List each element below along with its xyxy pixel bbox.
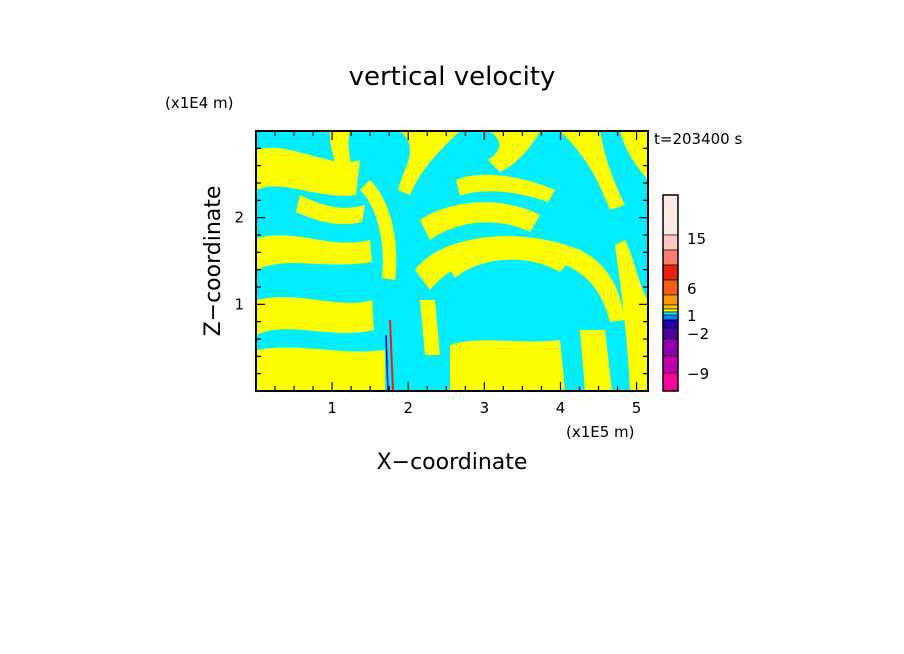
time-label: t=203400 s: [654, 130, 742, 148]
colorbar: [662, 194, 679, 392]
y-scale-label: (x1E4 m): [165, 94, 234, 112]
colorbar-label: 6: [687, 280, 697, 298]
plot-frame: [255, 130, 649, 392]
colorbar-swatch: [662, 355, 679, 374]
velocity-field: [256, 131, 648, 391]
colorbar-label: 15: [687, 230, 706, 248]
positive-velocity-regions: [256, 131, 648, 391]
colorbar-swatch: [662, 264, 679, 281]
x-tick-label: 3: [480, 399, 490, 417]
colorbar-swatch: [662, 234, 679, 251]
colorbar-label: −2: [687, 325, 709, 343]
x-tick-label: 2: [403, 399, 413, 417]
colorbar-swatch: [662, 294, 679, 306]
colorbar-label: −9: [687, 365, 709, 383]
colorbar-label: 1: [687, 307, 697, 325]
shear-spike: [385, 319, 394, 391]
x-scale-label: (x1E5 m): [566, 423, 635, 441]
x-tick-label: 4: [556, 399, 566, 417]
x-tick-label: 5: [632, 399, 642, 417]
x-axis-label: X−coordinate: [377, 450, 528, 475]
y-tick-label: 1: [234, 295, 244, 313]
colorbar-swatch: [662, 279, 679, 296]
colorbar-swatch: [662, 304, 679, 310]
colorbar-swatch: [662, 338, 679, 357]
colorbar-swatch: [662, 319, 679, 329]
colorbar-swatch: [662, 327, 679, 340]
colorbar-swatch: [662, 372, 679, 392]
colorbar-frame: [662, 194, 679, 392]
colorbar-swatch: [662, 311, 679, 316]
colorbar-labels: 15 6 1−2 −9: [687, 230, 709, 383]
y-tick-label: 2: [234, 209, 244, 227]
y-axis-ticks: 12: [234, 147, 648, 375]
colorbar-swatch: [662, 194, 679, 236]
colorbar-swatch: [662, 249, 679, 266]
y-axis-label: Z−coordinate: [201, 186, 226, 337]
x-tick-label: 1: [327, 399, 337, 417]
x-axis-ticks: 1 2 3 4 5: [274, 131, 642, 417]
colorbar-swatch: [662, 308, 679, 313]
chart-title: vertical velocity: [349, 62, 556, 92]
colorbar-swatch: [662, 314, 679, 321]
